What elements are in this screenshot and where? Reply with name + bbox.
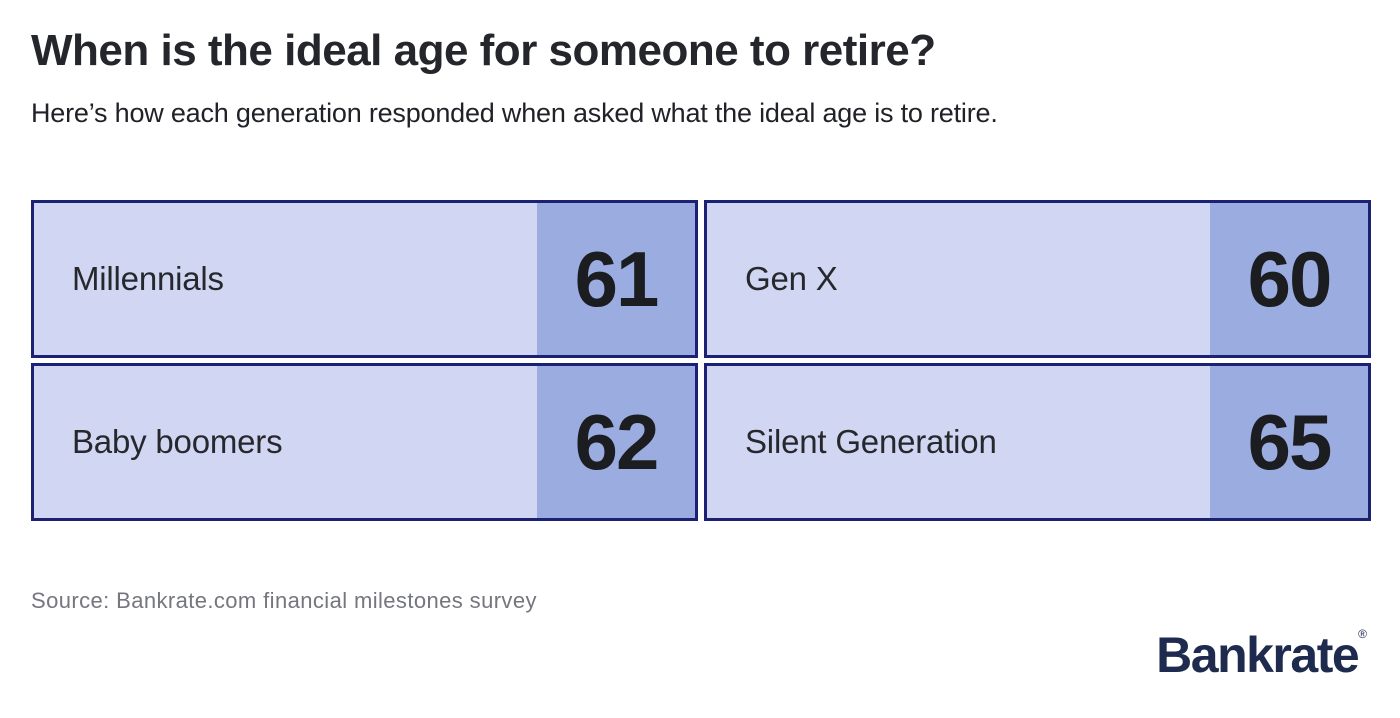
card-label: Gen X	[745, 260, 838, 297]
card-silent-generation: Silent Generation 65	[704, 363, 1371, 521]
card-label: Baby boomers	[72, 423, 283, 460]
card-millennials: Millennials 61	[31, 200, 698, 358]
card-value-box: 61	[537, 203, 695, 355]
card-label: Silent Generation	[745, 423, 997, 460]
card-baby-boomers: Baby boomers 62	[31, 363, 698, 521]
bankrate-logo: Bankrate®	[1156, 628, 1367, 680]
registered-trademark-icon: ®	[1358, 627, 1367, 641]
page-title: When is the ideal age for someone to ret…	[31, 26, 936, 75]
card-value-box: 60	[1210, 203, 1368, 355]
card-value-box: 62	[537, 366, 695, 518]
cards-grid: Millennials 61 Gen X 60 Baby boomers 62 …	[31, 200, 1371, 521]
card-value: 61	[574, 235, 660, 323]
card-value: 60	[1247, 235, 1333, 323]
card-gen-x: Gen X 60	[704, 200, 1371, 358]
card-value-box: 65	[1210, 366, 1368, 518]
source-note: Source: Bankrate.com financial milestone…	[31, 588, 537, 613]
bankrate-logo-text: Bankrate	[1156, 627, 1360, 683]
card-label: Millennials	[72, 260, 224, 297]
card-value: 65	[1247, 398, 1333, 486]
card-value: 62	[574, 398, 660, 486]
page-subtitle: Here’s how each generation responded whe…	[31, 98, 998, 128]
